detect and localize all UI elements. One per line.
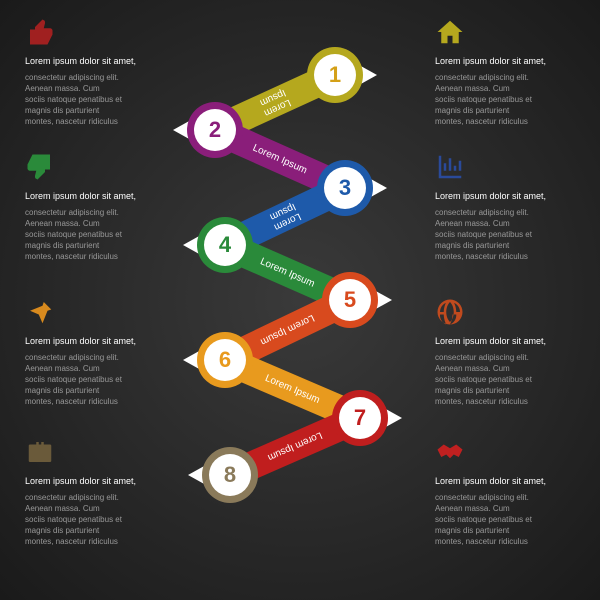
block-heading: Lorem ipsum dolor sit amet, bbox=[435, 190, 575, 203]
pen-icon bbox=[25, 297, 55, 327]
step-circle-3: 3 bbox=[324, 167, 366, 209]
thumbs-down-icon bbox=[25, 152, 55, 182]
block-body: consectetur adipiscing elit.Aenean massa… bbox=[435, 492, 575, 548]
step-circle-8: 8 bbox=[209, 454, 251, 496]
text-block-8: Lorem ipsum dolor sit amet, consectetur a… bbox=[435, 475, 575, 548]
text-block-3: Lorem ipsum dolor sit amet, consectetur a… bbox=[25, 190, 165, 263]
block-body: consectetur adipiscing elit.Aenean massa… bbox=[25, 72, 165, 128]
block-heading: Lorem ipsum dolor sit amet, bbox=[435, 55, 575, 68]
block-body: consectetur adipiscing elit.Aenean massa… bbox=[435, 72, 575, 128]
briefcase-icon bbox=[25, 437, 55, 467]
block-body: consectetur adipiscing elit.Aenean massa… bbox=[435, 207, 575, 263]
step-circle-5: 5 bbox=[329, 279, 371, 321]
text-block-1: Lorem ipsum dolor sit amet, consectetur a… bbox=[25, 55, 165, 128]
globe-icon bbox=[435, 297, 465, 327]
step-circle-6: 6 bbox=[204, 339, 246, 381]
chart-icon bbox=[435, 152, 465, 182]
text-block-4: Lorem ipsum dolor sit amet, consectetur a… bbox=[435, 190, 575, 263]
text-block-6: Lorem ipsum dolor sit amet, consectetur a… bbox=[435, 335, 575, 408]
block-heading: Lorem ipsum dolor sit amet, bbox=[435, 335, 575, 348]
step-circle-7: 7 bbox=[339, 397, 381, 439]
block-body: consectetur adipiscing elit.Aenean massa… bbox=[25, 492, 165, 548]
thumbs-up-icon bbox=[25, 17, 55, 47]
step-circle-4: 4 bbox=[204, 224, 246, 266]
infographic-stage: Lorem ipsum dolor sit amet, consectetur a… bbox=[0, 0, 600, 600]
step-circle-2: 2 bbox=[194, 109, 236, 151]
text-block-5: Lorem ipsum dolor sit amet, consectetur a… bbox=[25, 335, 165, 408]
block-body: consectetur adipiscing elit.Aenean massa… bbox=[435, 352, 575, 408]
house-icon bbox=[435, 17, 465, 47]
handshake-icon bbox=[435, 437, 465, 467]
block-body: consectetur adipiscing elit.Aenean massa… bbox=[25, 352, 165, 408]
block-heading: Lorem ipsum dolor sit amet, bbox=[25, 475, 165, 488]
block-heading: Lorem ipsum dolor sit amet, bbox=[25, 335, 165, 348]
text-block-2: Lorem ipsum dolor sit amet, consectetur a… bbox=[435, 55, 575, 128]
block-heading: Lorem ipsum dolor sit amet, bbox=[435, 475, 575, 488]
step-circle-1: 1 bbox=[314, 54, 356, 96]
block-heading: Lorem ipsum dolor sit amet, bbox=[25, 190, 165, 203]
block-heading: Lorem ipsum dolor sit amet, bbox=[25, 55, 165, 68]
block-body: consectetur adipiscing elit.Aenean massa… bbox=[25, 207, 165, 263]
text-block-7: Lorem ipsum dolor sit amet, consectetur a… bbox=[25, 475, 165, 548]
